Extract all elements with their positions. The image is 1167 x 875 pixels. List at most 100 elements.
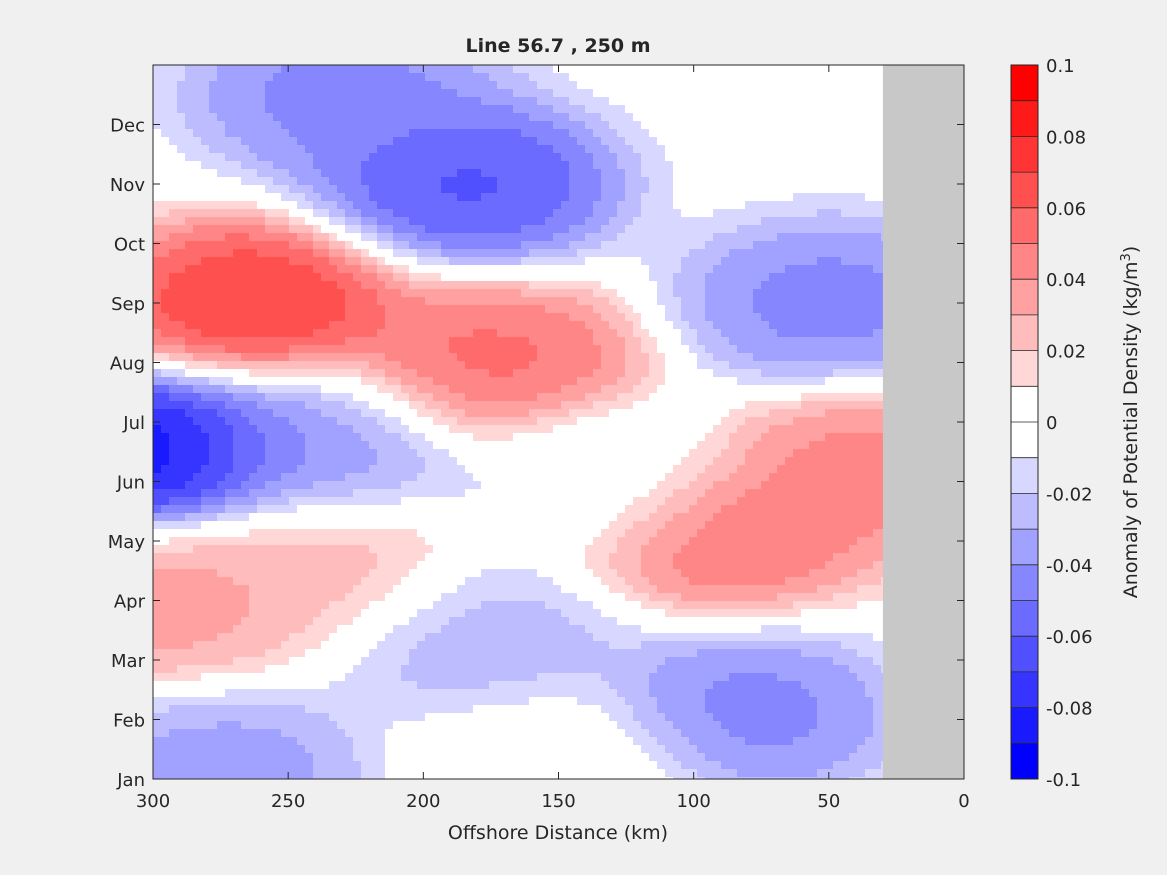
contour-cell [433, 449, 442, 458]
contour-cell [769, 441, 778, 450]
contour-cell [865, 153, 874, 162]
contour-cell [321, 465, 330, 474]
contour-cell [233, 377, 242, 386]
contour-cell [497, 409, 506, 418]
contour-cell [505, 121, 514, 130]
contour-cell [673, 81, 682, 90]
contour-cell [817, 385, 826, 394]
contour-cell [657, 265, 666, 274]
contour-cell [721, 161, 730, 170]
contour-cell [817, 473, 826, 482]
contour-cell [457, 129, 466, 138]
contour-cell [673, 153, 682, 162]
contour-cell [601, 153, 610, 162]
contour-cell [225, 473, 234, 482]
contour-cell [329, 473, 338, 482]
contour-cell [841, 209, 850, 218]
contour-cell [441, 393, 450, 402]
contour-cell [553, 401, 562, 410]
contour-cell [729, 321, 738, 330]
contour-cell [225, 161, 234, 170]
contour-cell [505, 337, 514, 346]
contour-cell [457, 297, 466, 306]
contour-cell [753, 289, 762, 298]
contour-cell [273, 225, 282, 234]
contour-cell [217, 265, 226, 274]
contour-cell [865, 313, 874, 322]
contour-cell [425, 81, 434, 90]
contour-cell [761, 201, 770, 210]
contour-cell [361, 497, 370, 506]
contour-cell [881, 377, 883, 386]
contour-cell [769, 209, 778, 218]
contour-cell [177, 137, 186, 146]
contour-cell [881, 345, 883, 354]
contour-cell [273, 409, 282, 418]
contour-cell [345, 249, 354, 258]
contour-cell [553, 257, 562, 266]
contour-cell [713, 377, 722, 386]
contour-cell [617, 145, 626, 154]
contour-cell [561, 281, 570, 290]
contour-cell [441, 161, 450, 170]
contour-cell [641, 177, 650, 186]
contour-cell [649, 441, 658, 450]
contour-cell [489, 265, 498, 274]
contour-cell [857, 433, 866, 442]
contour-cell [361, 433, 370, 442]
contour-cell [705, 353, 714, 362]
contour-cell [289, 473, 298, 482]
contour-cell [801, 345, 810, 354]
contour-cell [769, 361, 778, 370]
contour-cell [465, 385, 474, 394]
contour-cell [865, 185, 874, 194]
contour-cell [401, 305, 410, 314]
contour-cell [177, 185, 186, 194]
contour-cell [313, 161, 322, 170]
contour-cell [289, 73, 298, 82]
contour-cell [617, 441, 626, 450]
contour-cell [521, 169, 530, 178]
contour-cell [401, 209, 410, 218]
contour-cell [465, 449, 474, 458]
contour-cell [617, 369, 626, 378]
contour-cell [249, 153, 258, 162]
contour-cell [721, 217, 730, 226]
contour-cell [737, 177, 746, 186]
contour-cell [825, 265, 834, 274]
contour-cell [785, 465, 794, 474]
contour-cell [577, 297, 586, 306]
contour-cell [297, 273, 306, 282]
contour-cell [849, 313, 858, 322]
contour-cell [801, 265, 810, 274]
contour-cell [441, 369, 450, 378]
contour-cell [201, 329, 210, 338]
contour-cell [393, 457, 402, 466]
contour-cell [329, 161, 338, 170]
contour-cell [513, 73, 522, 82]
contour-cell [321, 257, 330, 266]
contour-cell [361, 121, 370, 130]
contour-cell [825, 153, 834, 162]
contour-cell [817, 241, 826, 250]
contour-cell [881, 89, 883, 98]
contour-cell [561, 481, 570, 490]
contour-cell [865, 473, 874, 482]
contour-cell [561, 377, 570, 386]
contour-cell [849, 473, 858, 482]
contour-cell [369, 409, 378, 418]
contour-cell [369, 417, 378, 426]
contour-cell [545, 305, 554, 314]
contour-cell [713, 385, 722, 394]
contour-cell [153, 65, 162, 74]
contour-cell [289, 417, 298, 426]
contour-cell [465, 441, 474, 450]
contour-cell [337, 105, 346, 114]
contour-cell [369, 441, 378, 450]
contour-cell [465, 233, 474, 242]
contour-cell [225, 241, 234, 250]
contour-cell [881, 465, 883, 474]
contour-cell [233, 337, 242, 346]
contour-cell [673, 193, 682, 202]
contour-cell [721, 289, 730, 298]
